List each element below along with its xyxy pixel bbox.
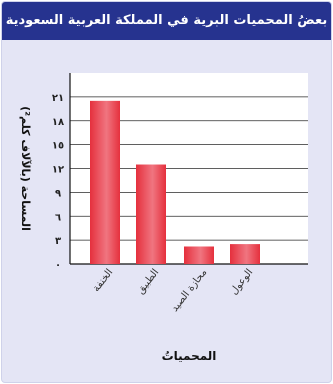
y-tick-label: ١٢ (52, 165, 64, 176)
y-tick-label: ٩ (55, 188, 61, 199)
x-tick-label: محازة الصيد (169, 267, 209, 314)
y-tick-label: ١٨ (52, 117, 64, 128)
y-tick-label: ٦ (55, 212, 61, 223)
chart-title: بعضُ المحميات البرية في المملكة العربية … (2, 2, 331, 40)
x-axis-title: المحمياتُ (162, 349, 217, 363)
x-tick-label: الوعول (229, 267, 256, 297)
bar (230, 244, 260, 264)
x-tick-label: الطبيق (135, 267, 161, 296)
y-tick-label: ٠ (55, 260, 61, 271)
y-axis-title: المساحة (بالآلاف كلم²) (19, 106, 32, 231)
x-tick-label: الخنفة (91, 267, 116, 294)
y-tick-label: ١٥ (52, 141, 64, 152)
bar (136, 164, 166, 264)
bar (90, 100, 120, 265)
y-tick-label: ٢١ (52, 93, 64, 104)
y-tick-label: ٣ (55, 236, 61, 247)
bar-chart: ٠ ٣ ٦ ٩ ١٢ ١٥ ١٨ ٢١ الخنفة الطبيق محازة الصيد الوعو… (19, 73, 308, 363)
bar (184, 246, 214, 264)
